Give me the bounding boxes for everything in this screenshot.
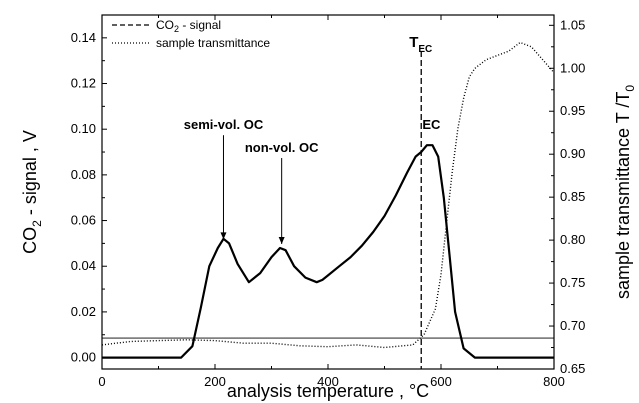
series-transmittance-line (101, 41, 555, 349)
y-left-axis-title: CO2 - signal , V (20, 130, 44, 254)
y-left-title-main: CO (20, 227, 40, 254)
x-tick-label: 200 (204, 374, 226, 389)
legend-co2-rest: - signal (179, 18, 221, 32)
y-left-tick-label: 0.04 (71, 258, 96, 273)
x-axis-title: analysis temperature , °C (227, 381, 429, 401)
plot-border (101, 14, 555, 370)
y-right-tick-label: 0.90 (560, 146, 585, 161)
x-tick-label: 800 (543, 374, 565, 389)
legend: CO2 - signal sample transmittance (112, 18, 270, 50)
x-axis-ticks: 0 200 400 600 800 (98, 15, 565, 389)
plot-frame (101, 14, 555, 370)
x-tick-label: 400 (317, 374, 339, 389)
y-right-tick-label: 0.75 (560, 275, 585, 290)
y-right-tick-label: 0.80 (560, 232, 585, 247)
x-tick-label: 0 (98, 374, 105, 389)
y-left-title-rest: - signal , V (20, 130, 40, 220)
annotation-non-vol-oc: non-vol. OC (245, 140, 319, 155)
y-right-tick-label: 1.00 (560, 60, 585, 75)
y-left-axis-ticks: 0.00 0.02 0.04 0.06 0.08 0.10 0.12 0.14 (71, 30, 107, 365)
annotation-ec: EC (422, 117, 441, 132)
series-layer (101, 41, 555, 359)
y-left-tick-label: 0.00 (71, 350, 96, 365)
y-right-tick-label: 0.95 (560, 103, 585, 118)
y-right-tick-label: 0.65 (560, 361, 585, 376)
tec-main: T (409, 34, 418, 51)
y-left-tick-label: 0.10 (71, 121, 96, 136)
annotation-arrow-head (220, 232, 227, 240)
legend-co2-sub: 2 (174, 24, 179, 34)
y-left-title-sub: 2 (30, 220, 44, 227)
y-right-tick-label: 0.85 (560, 189, 585, 204)
legend-co2-main: CO (156, 18, 174, 32)
x-tick-label: 600 (430, 374, 452, 389)
y-left-tick-label: 0.12 (71, 76, 96, 91)
tec-label: TEC (409, 34, 432, 55)
y-right-tick-label: 0.70 (560, 318, 585, 333)
legend-transmittance-label: sample transmittance (156, 36, 270, 50)
y-right-title-sub: 0 (623, 85, 637, 92)
y-left-tick-label: 0.06 (71, 213, 96, 228)
y-left-tick-label: 0.08 (71, 167, 96, 182)
annotation-arrow-head (278, 236, 285, 244)
y-left-tick-label: 0.02 (71, 304, 96, 319)
y-right-axis-title: sample transmittance T /T0 (613, 85, 637, 299)
tec-sub: EC (418, 44, 432, 55)
annotation-semi-vol-oc: semi-vol. OC (184, 117, 264, 132)
y-left-tick-label: 0.14 (71, 30, 96, 45)
y-right-tick-label: 1.05 (560, 17, 585, 32)
y-right-axis-ticks: 0.65 0.70 0.75 0.80 0.85 0.90 0.95 1.00 1.05 (549, 17, 585, 376)
y-right-title-main: sample transmittance T /T (613, 92, 633, 299)
annotation-layer: semi-vol. OC non-vol. OC EC (184, 51, 441, 369)
series-co2-signal-line (102, 144, 554, 359)
legend-co2-label: CO2 - signal (156, 18, 221, 34)
